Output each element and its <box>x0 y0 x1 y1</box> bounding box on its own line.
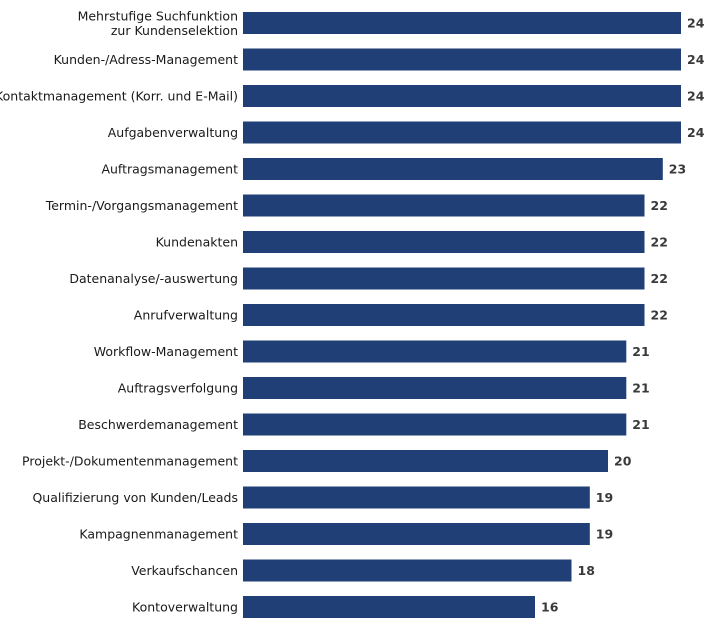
bar <box>243 85 681 107</box>
bar-value-label: 21 <box>632 344 649 359</box>
category-label-line: Workflow-Management <box>94 344 238 359</box>
bar-value-label: 24 <box>687 89 705 104</box>
category-label-line: Qualifizierung von Kunden/Leads <box>32 490 238 505</box>
bar-value-label: 19 <box>596 527 613 542</box>
category-label: Mehrstufige Suchfunktion zur Kundenselekt… <box>78 8 238 38</box>
category-label: Qualifizierung von Kunden/Leads <box>32 490 238 505</box>
category-label-line: zur Kundenselektion <box>111 23 238 38</box>
bar-value-label: 23 <box>669 162 686 177</box>
category-label-line: Mehrstufige Suchfunktion <box>78 8 238 23</box>
category-label: Kunden-/Adress-Management <box>54 52 238 67</box>
category-label-line: Anrufverwaltung <box>134 308 238 323</box>
bar <box>243 559 572 582</box>
bar-value-label: 22 <box>651 308 668 323</box>
category-label: Termin-/Vorgangsmanagement <box>45 198 238 213</box>
bar <box>243 340 627 363</box>
category-label-line: Auftragsmanagement <box>101 162 238 177</box>
category-label: Anrufverwaltung <box>134 308 238 323</box>
category-label-line: Aufgabenverwaltung <box>108 125 238 140</box>
bar-value-label: 22 <box>651 271 668 286</box>
bar-value-label: 19 <box>596 490 613 505</box>
category-label: Workflow-Management <box>94 344 238 359</box>
category-label-line: Kunden-/Adress-Management <box>54 52 238 67</box>
category-label: Kontaktmanagement (Korr. und E-Mail) <box>0 89 238 104</box>
category-label-line: Verkaufschancen <box>131 563 238 578</box>
category-label: Kundenakten <box>156 235 238 250</box>
bar <box>243 596 535 618</box>
category-label-line: Kontoverwaltung <box>132 600 238 615</box>
category-label-line: Kontaktmanagement (Korr. und E-Mail) <box>0 89 238 104</box>
category-label: Kontoverwaltung <box>132 600 238 615</box>
bar-value-label: 24 <box>687 16 705 31</box>
value-labels-group: 24 24 24 24 23 22 22 22 22 21 21 21 20 19 19 18 16 <box>541 16 705 615</box>
bar <box>243 12 681 34</box>
bar <box>243 121 681 144</box>
category-label-line: Kundenakten <box>156 235 238 250</box>
category-labels-group: Mehrstufige Suchfunktion zur Kundenselekt… <box>0 8 238 614</box>
category-label: Aufgabenverwaltung <box>108 125 238 140</box>
bar-value-label: 20 <box>614 454 632 469</box>
category-label: Auftragsverfolgung <box>118 381 238 396</box>
bar-value-label: 16 <box>541 600 559 615</box>
category-label-line: Datenanalyse/-auswertung <box>69 271 238 286</box>
bar <box>243 523 590 545</box>
bar <box>243 486 590 509</box>
bar-value-label: 18 <box>578 563 595 578</box>
category-label: Projekt-/Dokumentenmanagement <box>22 454 238 469</box>
bar <box>243 304 645 326</box>
category-label: Auftragsmanagement <box>101 162 238 177</box>
category-label-line: Auftragsverfolgung <box>118 381 238 396</box>
category-label: Beschwerdemanagement <box>78 417 238 432</box>
bar <box>243 413 627 436</box>
category-label-line: Projekt-/Dokumentenmanagement <box>22 454 238 469</box>
bar-value-label: 24 <box>687 125 705 140</box>
bar <box>243 377 627 399</box>
bars-group <box>243 12 681 618</box>
category-label-line: Beschwerdemanagement <box>78 417 238 432</box>
category-label: Datenanalyse/-auswertung <box>69 271 238 286</box>
bar <box>243 450 608 472</box>
bar <box>243 194 645 217</box>
bar-value-label: 24 <box>687 52 705 67</box>
category-label-line: Termin-/Vorgangsmanagement <box>45 198 238 213</box>
bar <box>243 267 645 290</box>
category-label: Verkaufschancen <box>131 563 238 578</box>
bar-value-label: 21 <box>632 381 649 396</box>
bar <box>243 48 681 71</box>
category-label: Kampagnenmanagement <box>79 527 238 542</box>
bar <box>243 158 663 180</box>
bar-value-label: 22 <box>651 235 668 250</box>
category-label-line: Kampagnenmanagement <box>79 527 238 542</box>
bar <box>243 231 645 253</box>
bar-value-label: 21 <box>632 417 649 432</box>
bar-value-label: 22 <box>651 198 668 213</box>
